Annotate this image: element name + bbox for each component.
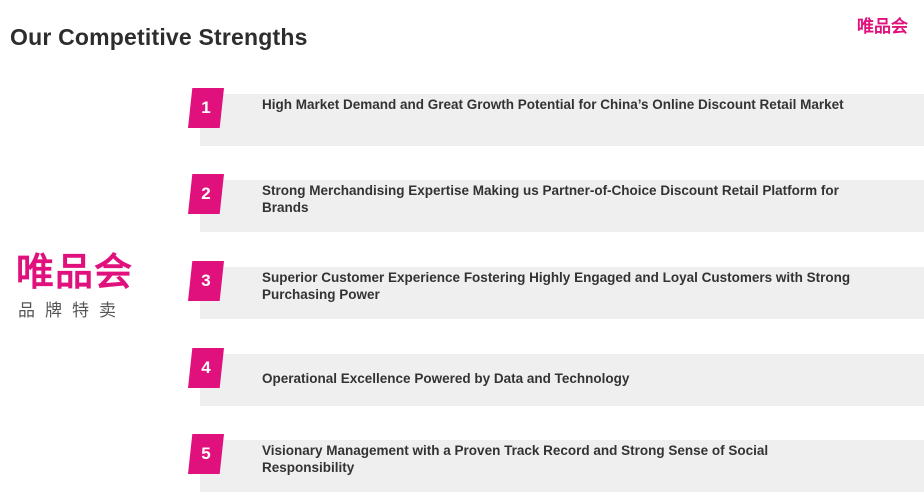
strength-text: Visionary Management with a Proven Track… <box>262 443 769 475</box>
strength-item-3: 3 Superior Customer Experience Fostering… <box>188 261 924 319</box>
corner-logo: 唯品会 <box>857 17 908 37</box>
strength-bar <box>200 267 924 319</box>
strength-bar <box>200 94 924 146</box>
strength-text: Operational Excellence Powered by Data a… <box>262 371 630 386</box>
page-title: Our Competitive Strengths <box>10 24 308 50</box>
strength-number-badge: 1 <box>188 88 224 128</box>
strength-bar <box>200 354 924 406</box>
strength-number-badge: 3 <box>188 261 224 301</box>
strength-number-badge: 2 <box>188 174 224 214</box>
strength-text: Strong Merchandising Expertise Making us… <box>262 183 839 215</box>
strength-bar <box>200 440 924 492</box>
strength-item-1: 1 High Market Demand and Great Growth Po… <box>188 88 924 146</box>
brand-tagline: 品牌特卖 <box>18 301 126 321</box>
brand-name: 唯品会 <box>16 250 134 294</box>
strength-bar <box>200 180 924 232</box>
brand-logo: 唯品会 品牌特卖 <box>16 252 176 321</box>
strength-text: Superior Customer Experience Fostering H… <box>262 270 851 302</box>
strength-number-badge: 5 <box>188 434 224 474</box>
strength-number-badge: 4 <box>188 348 224 388</box>
strength-item-4: 4 Operational Excellence Powered by Data… <box>188 348 924 406</box>
strength-item-2: 2 Strong Merchandising Expertise Making … <box>188 174 924 232</box>
strength-text: High Market Demand and Great Growth Pote… <box>262 97 844 112</box>
strength-item-5: 5 Visionary Management with a Proven Tra… <box>188 434 924 492</box>
